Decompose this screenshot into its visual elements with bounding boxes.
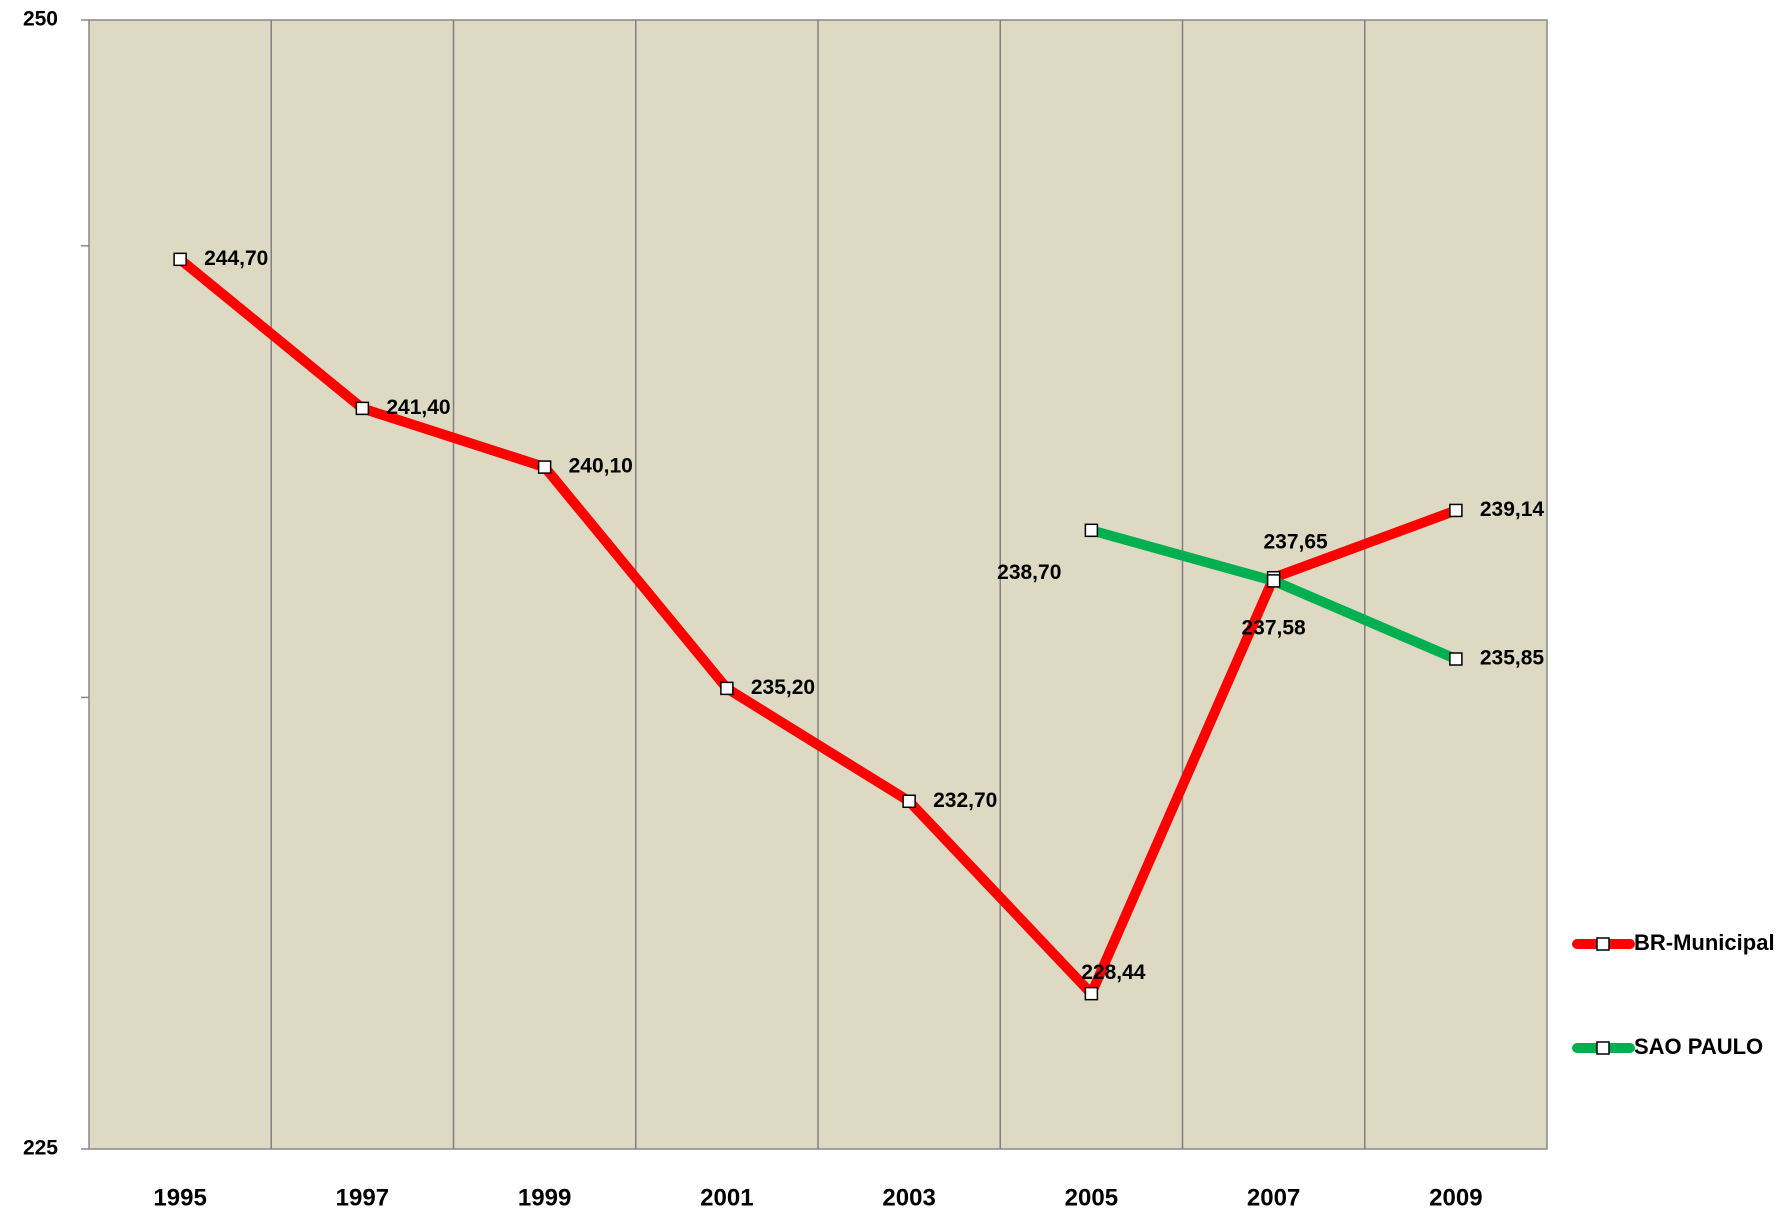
data-label: 237,58: [1242, 616, 1307, 639]
point-marker: [355, 401, 370, 416]
x-tick-label: 2007: [1247, 1184, 1300, 1211]
x-tick-label: 1997: [336, 1184, 389, 1211]
data-label: 228,44: [1081, 961, 1146, 984]
x-tick-label: 2001: [700, 1184, 753, 1211]
y-tick-label: 225: [23, 1137, 58, 1160]
series-line: [176, 255, 1458, 999]
point-marker: [1084, 523, 1099, 538]
y-tick-label: 250: [23, 8, 58, 31]
x-tick-label: 1995: [153, 1184, 206, 1211]
data-label: 237,65: [1264, 530, 1329, 553]
legend-marker: [1596, 1041, 1610, 1055]
point-marker: [720, 681, 734, 696]
legend-item: BR-Municipal: [1572, 930, 1775, 955]
data-label: 239,14: [1480, 498, 1545, 521]
point-marker: [537, 460, 552, 474]
point-marker: [902, 794, 916, 809]
data-label: 235,20: [751, 676, 815, 699]
point-marker: [1266, 574, 1281, 588]
data-label: 238,70: [997, 561, 1061, 584]
data-label: 232,70: [933, 789, 997, 812]
data-label: 241,40: [386, 396, 450, 419]
point-marker: [1449, 652, 1463, 666]
point-marker: [173, 252, 187, 267]
legend-label: SAO PAULO: [1634, 1034, 1763, 1059]
point-marker: [1449, 503, 1463, 518]
data-label: 235,85: [1480, 647, 1545, 670]
x-tick-label: 2009: [1429, 1184, 1482, 1211]
data-label: 244,70: [204, 247, 268, 270]
point-marker: [1084, 986, 1099, 1001]
data-label: 240,10: [569, 455, 633, 478]
legend-item: SAO PAULO: [1572, 1034, 1763, 1059]
x-tick-label: 2003: [882, 1184, 935, 1211]
legend-marker: [1596, 937, 1610, 951]
x-tick-label: 1999: [518, 1184, 571, 1211]
legend-label: BR-Municipal: [1634, 930, 1775, 955]
x-tick-label: 2005: [1065, 1184, 1118, 1211]
